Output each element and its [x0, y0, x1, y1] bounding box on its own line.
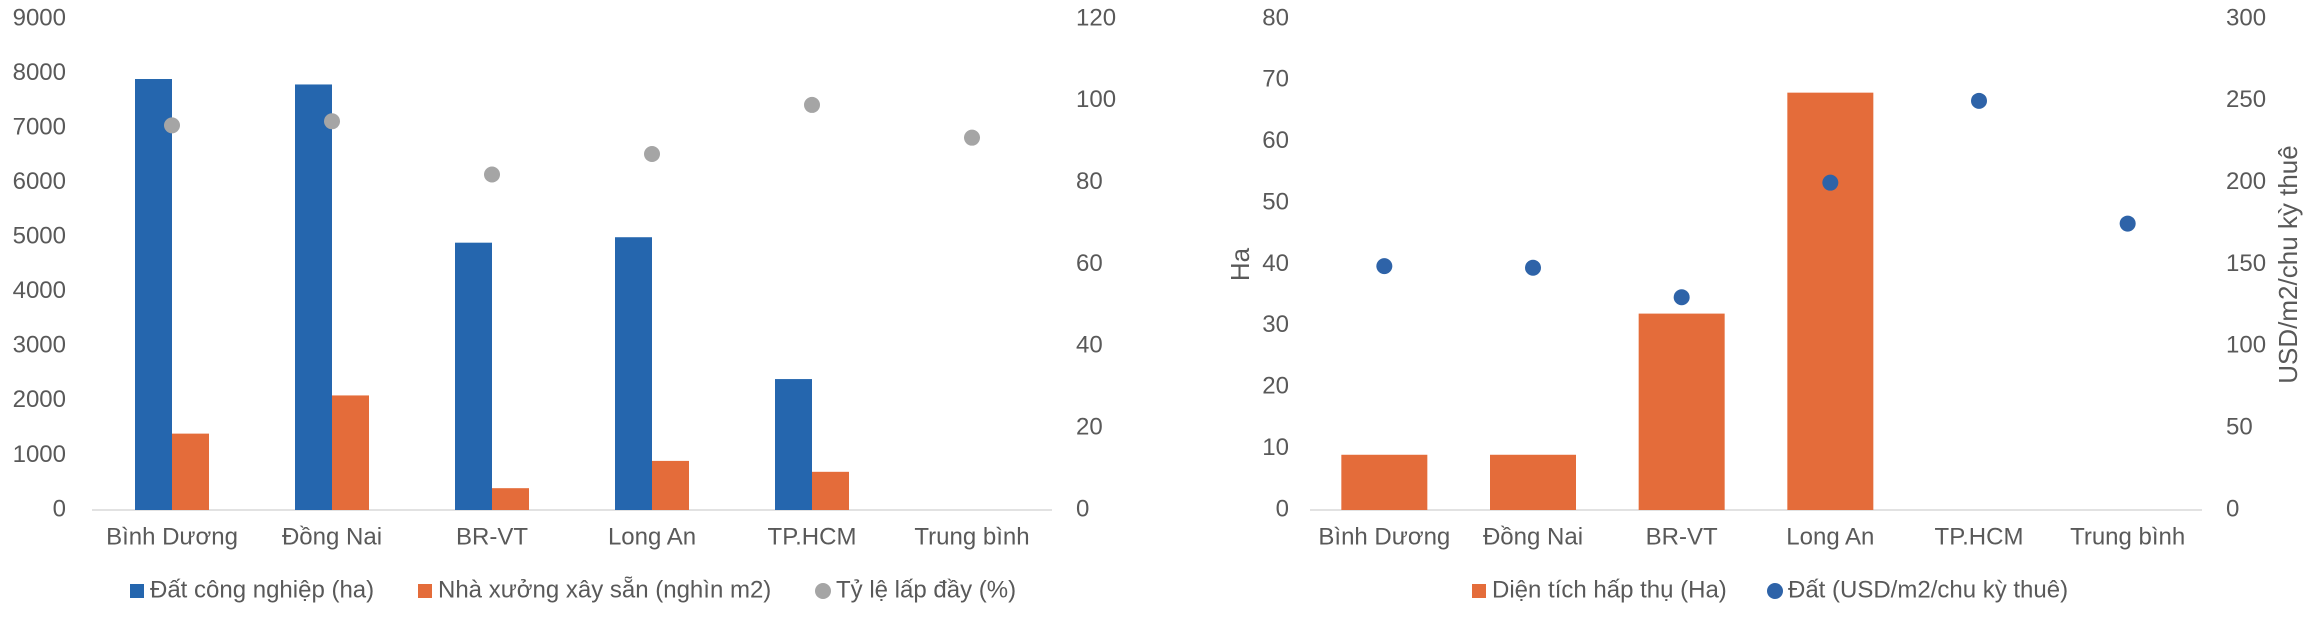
bar	[455, 242, 492, 510]
point	[324, 113, 340, 130]
legend-marker	[1767, 583, 1783, 599]
x-tick-label: Đồng Nai	[1483, 523, 1583, 550]
point	[964, 129, 980, 146]
y-axis-title: Ha	[1225, 247, 1255, 281]
bar	[652, 460, 689, 510]
y2-tick-label: 200	[2226, 168, 2266, 195]
legend-marker	[1472, 584, 1486, 598]
y2-tick-label: 100	[1076, 86, 1116, 113]
y-tick-label: 0	[1276, 495, 1289, 522]
y2-axis-title: USD/m2/chu kỳ thuê	[2273, 145, 2303, 383]
x-tick-label: BR-VT	[1646, 523, 1718, 550]
legend-label: Nhà xưởng xây sẵn (nghìn m2)	[438, 575, 771, 603]
point	[644, 146, 660, 163]
y-tick-label: 60	[1262, 127, 1289, 154]
y2-tick-label: 250	[2226, 86, 2266, 113]
bar	[172, 433, 209, 510]
y-tick-label: 8000	[13, 59, 66, 86]
y-tick-label: 70	[1262, 66, 1289, 93]
legend-marker	[130, 584, 144, 598]
y-tick-label: 9000	[13, 4, 66, 31]
bar	[295, 84, 332, 510]
y2-tick-label: 0	[1076, 495, 1089, 522]
y2-tick-label: 20	[1076, 414, 1103, 441]
y-tick-label: 80	[1262, 4, 1289, 31]
bar	[1638, 313, 1725, 510]
x-tick-label: TP.HCM	[768, 523, 857, 550]
y-tick-label: 20	[1262, 373, 1289, 400]
x-tick-label: Bình Dương	[106, 523, 238, 550]
point	[1971, 92, 1987, 109]
bar	[615, 237, 652, 510]
point	[1525, 259, 1541, 276]
legend-marker	[815, 583, 831, 599]
x-tick-label: Bình Dương	[1318, 523, 1450, 550]
x-tick-label: BR-VT	[456, 523, 528, 550]
y-tick-label: 3000	[13, 332, 66, 359]
y2-tick-label: 40	[1076, 332, 1103, 359]
y-tick-label: 0	[53, 495, 66, 522]
legend-label: Đất (USD/m2/chu kỳ thuê)	[1788, 576, 2068, 603]
y-tick-label: 1000	[13, 441, 66, 468]
y-tick-label: 5000	[13, 223, 66, 250]
point	[164, 117, 180, 134]
legend-label: Đất công nghiệp (ha)	[150, 576, 374, 603]
bar	[135, 79, 172, 510]
y2-tick-label: 150	[2226, 250, 2266, 277]
bar	[1787, 92, 1874, 511]
y2-tick-label: 120	[1076, 4, 1116, 31]
x-tick-label: Trung bình	[2070, 523, 2185, 550]
y-tick-label: 30	[1262, 311, 1289, 338]
x-tick-label: Trung bình	[914, 523, 1029, 550]
y-tick-label: 4000	[13, 277, 66, 304]
y-tick-label: 2000	[13, 386, 66, 413]
bar	[812, 471, 849, 510]
x-tick-label: Long An	[608, 523, 696, 550]
legend-label: Diện tích hấp thụ (Ha)	[1492, 576, 1727, 603]
y-tick-label: 7000	[13, 113, 66, 140]
y2-tick-label: 60	[1076, 250, 1103, 277]
legend-label: Tỷ lệ lấp đầy (%)	[836, 576, 1016, 603]
y-tick-label: 40	[1262, 250, 1289, 277]
y-tick-label: 50	[1262, 188, 1289, 215]
point	[804, 96, 820, 113]
bar	[492, 488, 529, 510]
y-tick-label: 10	[1262, 434, 1289, 461]
point	[2119, 215, 2136, 232]
y2-tick-label: 80	[1076, 168, 1103, 195]
bar	[775, 379, 812, 510]
bar	[1341, 454, 1428, 510]
y2-tick-label: 100	[2226, 332, 2266, 359]
x-tick-label: TP.HCM	[1935, 523, 2024, 550]
point	[1822, 174, 1839, 191]
point	[484, 166, 500, 183]
point	[1376, 258, 1393, 275]
legend-marker	[418, 584, 432, 598]
bar	[332, 395, 369, 510]
y2-tick-label: 50	[2226, 414, 2253, 441]
y2-tick-label: 300	[2226, 4, 2266, 31]
y-tick-label: 6000	[13, 168, 66, 195]
x-tick-label: Đồng Nai	[282, 523, 382, 550]
x-tick-label: Long An	[1786, 523, 1874, 550]
point	[1673, 289, 1690, 306]
bar	[1490, 454, 1576, 510]
y2-tick-label: 0	[2226, 495, 2239, 522]
